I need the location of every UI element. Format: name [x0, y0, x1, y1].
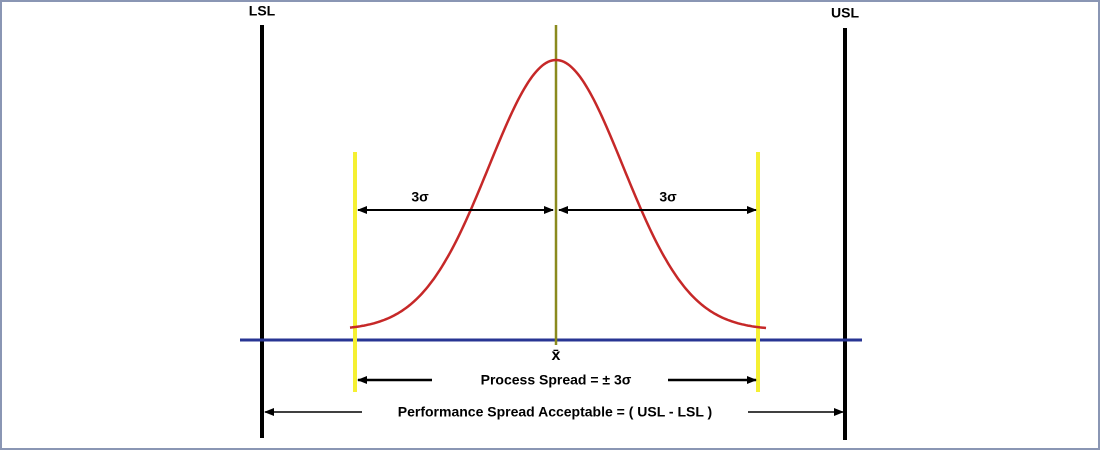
mean-label: x̄: [552, 347, 561, 364]
lsl-label: LSL: [249, 3, 276, 19]
performance-spread-label: Performance Spread Acceptable = ( USL - …: [398, 404, 712, 420]
sigma-label: 3σ: [411, 189, 429, 205]
process-spread-label: Process Spread = ± 3σ: [481, 372, 632, 388]
sigma-label: 3σ: [659, 189, 677, 205]
usl-label: USL: [831, 5, 859, 21]
bell-curve: [349, 58, 767, 330]
